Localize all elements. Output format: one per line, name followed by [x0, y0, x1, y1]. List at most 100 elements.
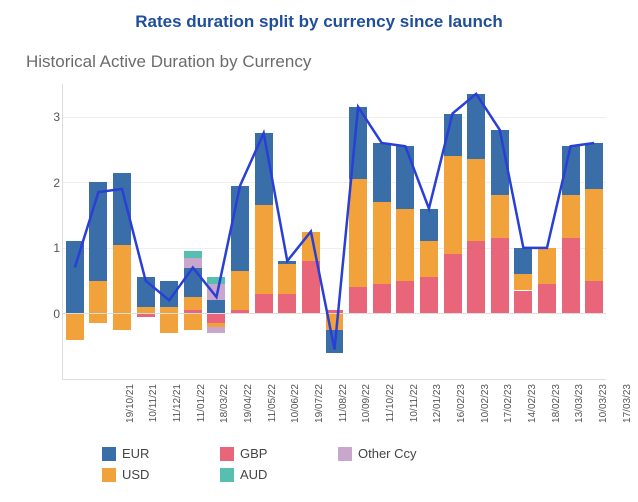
bar-slot — [346, 84, 370, 379]
bar-seg-eur — [467, 94, 485, 160]
bar-slot — [582, 84, 606, 379]
legend-item-eur: EUR — [102, 446, 192, 461]
x-tick-label: 10/06/22 — [290, 384, 301, 438]
bar-slot — [535, 84, 559, 379]
legend-label: Other Ccy — [358, 446, 417, 461]
bar-slot — [464, 84, 488, 379]
bar-seg-aud — [184, 251, 202, 258]
bar-slot — [488, 84, 512, 379]
bar-seg-usd — [113, 245, 131, 314]
bar-seg-usd — [373, 202, 391, 284]
bar-seg-neg-usd — [184, 313, 202, 329]
x-tick-label: 19/07/22 — [314, 384, 325, 438]
bar-slot — [252, 84, 276, 379]
bar-slot — [205, 84, 229, 379]
bar-seg-usd — [255, 205, 273, 294]
x-tick-label: 16/02/23 — [456, 384, 467, 438]
bar-seg-usd — [160, 307, 178, 314]
x-tick-label: 17/03/23 — [622, 384, 633, 438]
bar-seg-eur — [396, 146, 414, 208]
legend: EUR GBP Other Ccy USD AUD — [102, 446, 522, 482]
bar-seg-eur — [349, 107, 367, 179]
legend-swatch — [338, 447, 352, 461]
x-tick-label: 11/01/22 — [196, 384, 207, 438]
bar-seg-neg-otherccy — [207, 327, 225, 334]
legend-swatch — [220, 468, 234, 482]
x-tick-label: 18/02/23 — [551, 384, 562, 438]
bar-seg-neg-usd — [66, 313, 84, 339]
y-axis: 0123 — [34, 84, 60, 380]
bar-seg-gbp — [396, 281, 414, 314]
legend-item-otherccy: Other Ccy — [338, 446, 428, 461]
bar-seg-aud — [207, 277, 225, 284]
x-tick-label: 10/11/22 — [409, 384, 420, 438]
bar-seg-neg-eur — [326, 330, 344, 353]
bar-slot — [417, 84, 441, 379]
bar-slot — [441, 84, 465, 379]
x-tick-label: 19/10/21 — [125, 384, 136, 438]
bar-seg-neg-usd — [160, 313, 178, 333]
bar-slot — [157, 84, 181, 379]
bar-seg-usd — [491, 195, 509, 238]
legend-swatch — [102, 468, 116, 482]
bar-slot — [275, 84, 299, 379]
x-tick-label: 11/05/22 — [267, 384, 278, 438]
legend-item-usd: USD — [102, 467, 192, 482]
bar-seg-eur — [491, 130, 509, 196]
legend-swatch — [220, 447, 234, 461]
bar-slot — [394, 84, 418, 379]
bar-seg-eur — [160, 281, 178, 307]
bar-seg-eur — [278, 261, 296, 264]
x-tick-label: 14/02/23 — [527, 384, 538, 438]
legend-label: GBP — [240, 446, 267, 461]
bar-seg-eur — [231, 186, 249, 271]
x-tick-label: 10/11/21 — [148, 384, 159, 438]
chart-container: Historical Active Duration by Currency 0… — [22, 46, 616, 482]
bar-seg-eur — [420, 209, 438, 242]
bar-seg-usd — [278, 264, 296, 294]
bar-seg-eur — [444, 114, 462, 157]
bar-seg-gbp — [302, 261, 320, 313]
bar-seg-usd — [89, 281, 107, 314]
bar-seg-usd — [514, 274, 532, 290]
bar-seg-usd — [396, 209, 414, 281]
bar-slot — [134, 84, 158, 379]
bar-seg-usd — [184, 297, 202, 310]
bar-seg-neg-gbp — [207, 313, 225, 323]
bar-seg-eur — [207, 300, 225, 313]
bar-seg-usd — [467, 159, 485, 241]
bar-seg-usd — [444, 156, 462, 254]
x-tick-label: 12/01/23 — [432, 384, 443, 438]
legend-label: USD — [122, 467, 149, 482]
bar-slot — [181, 84, 205, 379]
x-tick-label: 18/03/22 — [219, 384, 230, 438]
bar-seg-eur — [113, 173, 131, 245]
bar-seg-otherccy — [184, 258, 202, 268]
bar-slot — [110, 84, 134, 379]
bar-slot — [512, 84, 536, 379]
bar-seg-neg-usd — [89, 313, 107, 323]
legend-item-aud: AUD — [220, 467, 310, 482]
bar-seg-eur — [184, 268, 202, 298]
page-title: Rates duration split by currency since l… — [0, 0, 638, 38]
bar-seg-eur — [89, 182, 107, 280]
bar-seg-eur — [585, 143, 603, 189]
bar-seg-gbp — [491, 238, 509, 313]
y-tick-label: 1 — [53, 241, 60, 255]
bar-seg-neg-usd — [326, 313, 344, 329]
bar-seg-otherccy — [207, 284, 225, 300]
y-tick-label: 3 — [53, 110, 60, 124]
legend-label: AUD — [240, 467, 267, 482]
bar-seg-usd — [349, 179, 367, 287]
bar-seg-gbp — [349, 287, 367, 313]
x-tick-label: 10/03/23 — [598, 384, 609, 438]
bar-seg-usd — [420, 241, 438, 277]
bar-seg-usd — [231, 271, 249, 310]
bar-slot — [228, 84, 252, 379]
bar-seg-eur — [255, 133, 273, 205]
bar-slot — [299, 84, 323, 379]
x-tick-label: 11/08/22 — [338, 384, 349, 438]
y-tick-label: 2 — [53, 176, 60, 190]
bar-slot — [323, 84, 347, 379]
x-tick-label: 19/04/22 — [243, 384, 254, 438]
